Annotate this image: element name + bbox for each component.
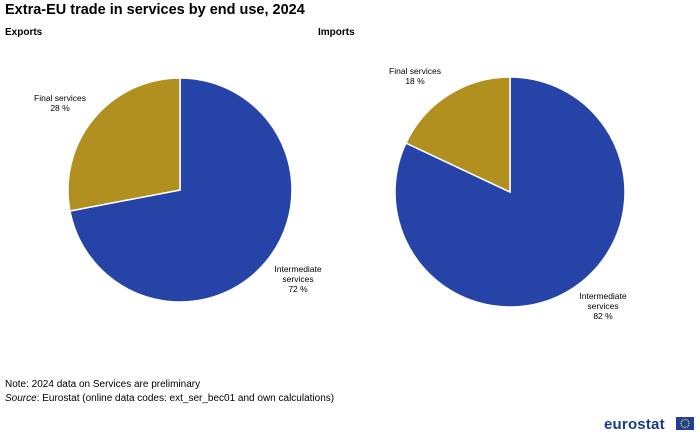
source-line: Source: Eurostat (online data codes: ext… <box>5 393 334 404</box>
note-text: Note: 2024 data on Services are prelimin… <box>5 379 201 390</box>
slice-label-1-0: Intermediate services 82 % <box>579 291 627 321</box>
pie-slice-0-0 <box>69 77 293 303</box>
source-label: Source <box>5 393 37 404</box>
exports-subtitle: Exports <box>5 27 43 38</box>
chart-title: Extra-EU trade in services by end use, 2… <box>5 2 305 18</box>
slice-label-1-1: Final services 18 % <box>389 66 441 86</box>
eurostat-logo: eurostat <box>604 416 665 433</box>
slice-label-0-1: Final services 28 % <box>34 93 86 113</box>
source-text: : Eurostat (online data codes: ext_ser_b… <box>36 393 335 404</box>
pie-slice-1-1 <box>404 76 511 194</box>
imports-subtitle: Imports <box>318 27 355 38</box>
eu-flag-icon <box>676 417 694 430</box>
pie-slice-0-1 <box>67 77 181 212</box>
slice-label-0-0: Intermediate services 72 % <box>274 264 322 294</box>
